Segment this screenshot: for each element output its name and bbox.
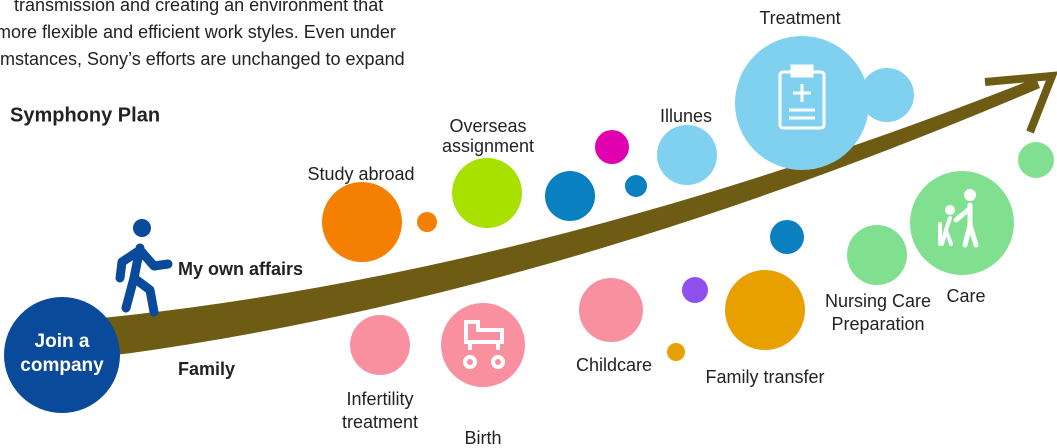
event-label: assignment: [442, 136, 534, 156]
bubble: [350, 315, 410, 375]
event-label: Study abroad: [307, 164, 414, 184]
intro-line: mstances, Sony’s efforts are unchanged t…: [0, 49, 405, 69]
bubble: [545, 171, 595, 221]
event-label: Overseas: [449, 116, 526, 136]
event-label: treatment: [342, 412, 418, 432]
bubble: [770, 220, 804, 254]
bubble: [682, 277, 708, 303]
bubble: [657, 125, 717, 185]
start-label: Join a: [35, 331, 90, 352]
bubble: [860, 68, 914, 122]
stroller-icon: [463, 320, 505, 369]
event-label: Preparation: [831, 314, 924, 334]
event-label: Infertility: [346, 389, 413, 409]
event-label: Illunes: [660, 106, 712, 126]
intro-line: transmission and creating an environment…: [14, 0, 383, 15]
care-icon: [938, 189, 979, 248]
start-label: company: [20, 355, 104, 376]
title: Symphony Plan: [10, 104, 160, 126]
bubble: [735, 36, 869, 170]
bubble: [847, 225, 907, 285]
start-bubble: [4, 297, 120, 413]
bubble: [595, 130, 629, 164]
event-label: Nursing Care: [825, 291, 931, 311]
bubble: [417, 212, 437, 232]
bubble: [667, 343, 685, 361]
track-label: My own affairs: [178, 259, 303, 279]
event-label: Childcare: [576, 355, 652, 375]
intro-line: more flexible and efficient work styles.…: [0, 22, 396, 42]
bubble: [910, 171, 1014, 275]
bubble: [322, 182, 402, 262]
bubble: [452, 158, 522, 228]
track-label: Family: [178, 359, 235, 379]
arrow-head: [984, 71, 1057, 134]
bubble: [441, 303, 525, 387]
bubble: [625, 175, 647, 197]
event-label: Birth: [464, 428, 501, 448]
arrow-body: [60, 78, 1040, 362]
event-label: Treatment: [759, 8, 840, 28]
bubble: [579, 278, 643, 342]
clipboard-icon: [778, 64, 826, 130]
event-label: Care: [946, 286, 985, 306]
event-label: Family transfer: [705, 367, 824, 387]
person-icon: [115, 219, 173, 317]
bubble: [725, 270, 805, 350]
bubble: [1018, 142, 1054, 178]
